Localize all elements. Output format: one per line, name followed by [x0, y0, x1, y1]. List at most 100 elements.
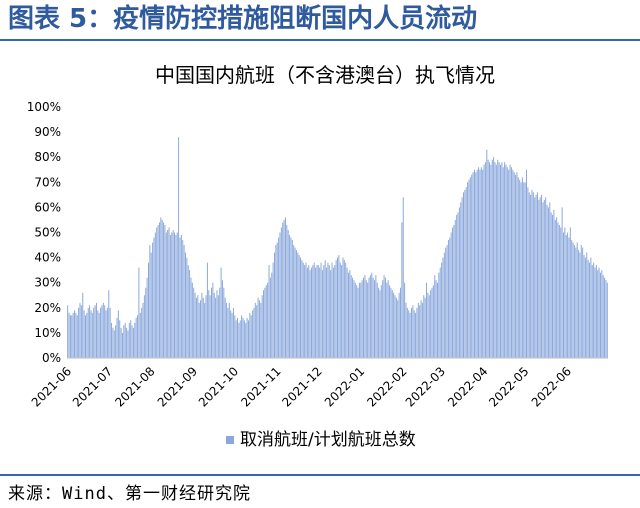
bar [184, 252, 186, 358]
bar [397, 300, 399, 358]
bar [163, 222, 165, 358]
bar [504, 162, 506, 358]
bar [561, 207, 563, 358]
bar [158, 222, 160, 358]
bar [400, 287, 401, 358]
bar [354, 282, 356, 358]
bar [460, 202, 462, 358]
bar [345, 262, 347, 358]
bar [449, 237, 451, 358]
x-tick-label: 2021-11 [238, 364, 283, 409]
bar [391, 290, 393, 358]
bar [157, 224, 159, 358]
bar [543, 199, 545, 358]
bar [378, 287, 380, 358]
bar [80, 305, 82, 358]
bar [154, 232, 156, 358]
footer-rule [0, 474, 640, 476]
bar [117, 310, 119, 358]
bar [453, 224, 455, 358]
bar [217, 295, 219, 358]
bar [261, 295, 263, 358]
bar [206, 262, 208, 358]
bar [161, 219, 163, 358]
bar [232, 307, 234, 358]
bar [586, 252, 588, 358]
bar [415, 312, 417, 358]
bar [368, 277, 370, 358]
bar [545, 197, 547, 358]
bar [297, 252, 299, 358]
bar [300, 257, 302, 358]
y-tick-label: 10% [34, 326, 61, 340]
bar [431, 287, 433, 358]
bar [404, 282, 406, 358]
bar [182, 240, 184, 358]
bar [105, 310, 107, 358]
bar [530, 194, 532, 358]
bar [593, 262, 595, 358]
y-tick-label: 90% [34, 125, 61, 139]
bar [294, 247, 296, 358]
bar [443, 252, 445, 358]
bar [509, 164, 511, 358]
bar [321, 270, 323, 358]
bar [360, 282, 362, 358]
bar [254, 302, 256, 358]
bar [452, 227, 454, 358]
bar [226, 302, 228, 358]
bar [250, 315, 252, 358]
bar [168, 227, 170, 358]
bar [127, 330, 129, 358]
bar [201, 292, 203, 358]
bar [106, 307, 108, 358]
bar [315, 267, 317, 358]
x-axis-tick-labels: 2021-062021-072021-082021-092021-102021-… [29, 364, 574, 409]
bar [156, 227, 158, 358]
bar [324, 260, 326, 358]
bar [401, 222, 403, 358]
legend-swatch [226, 436, 234, 444]
bar [69, 315, 71, 358]
bar [484, 162, 486, 358]
bar [528, 192, 530, 358]
bar [450, 232, 452, 358]
bar [410, 307, 412, 358]
bar [383, 275, 385, 358]
bar [164, 224, 166, 358]
bar [405, 302, 407, 358]
bar [93, 307, 95, 358]
bar [580, 245, 582, 358]
bar [564, 227, 566, 358]
bar [413, 310, 415, 358]
bar [506, 167, 508, 358]
bar [516, 172, 518, 358]
bar [357, 287, 359, 358]
bar [478, 167, 480, 358]
bar [465, 187, 467, 358]
bar [205, 295, 207, 358]
bar [526, 169, 527, 358]
bar [434, 275, 436, 358]
bar [532, 192, 534, 358]
bar [367, 282, 369, 358]
bar [145, 287, 147, 358]
bar [487, 159, 489, 358]
bar [520, 182, 522, 358]
bar [542, 202, 544, 358]
bar [394, 295, 396, 358]
bar [595, 265, 597, 358]
bar [200, 300, 202, 358]
bar [171, 232, 173, 358]
bar [124, 322, 126, 358]
bar [113, 330, 115, 358]
bar [376, 282, 378, 358]
bar [395, 297, 397, 358]
bar [456, 214, 458, 358]
bar [98, 312, 100, 358]
bar [91, 312, 93, 358]
bar [116, 317, 118, 358]
bar [310, 267, 312, 358]
bar [510, 167, 512, 358]
bar [264, 287, 266, 358]
